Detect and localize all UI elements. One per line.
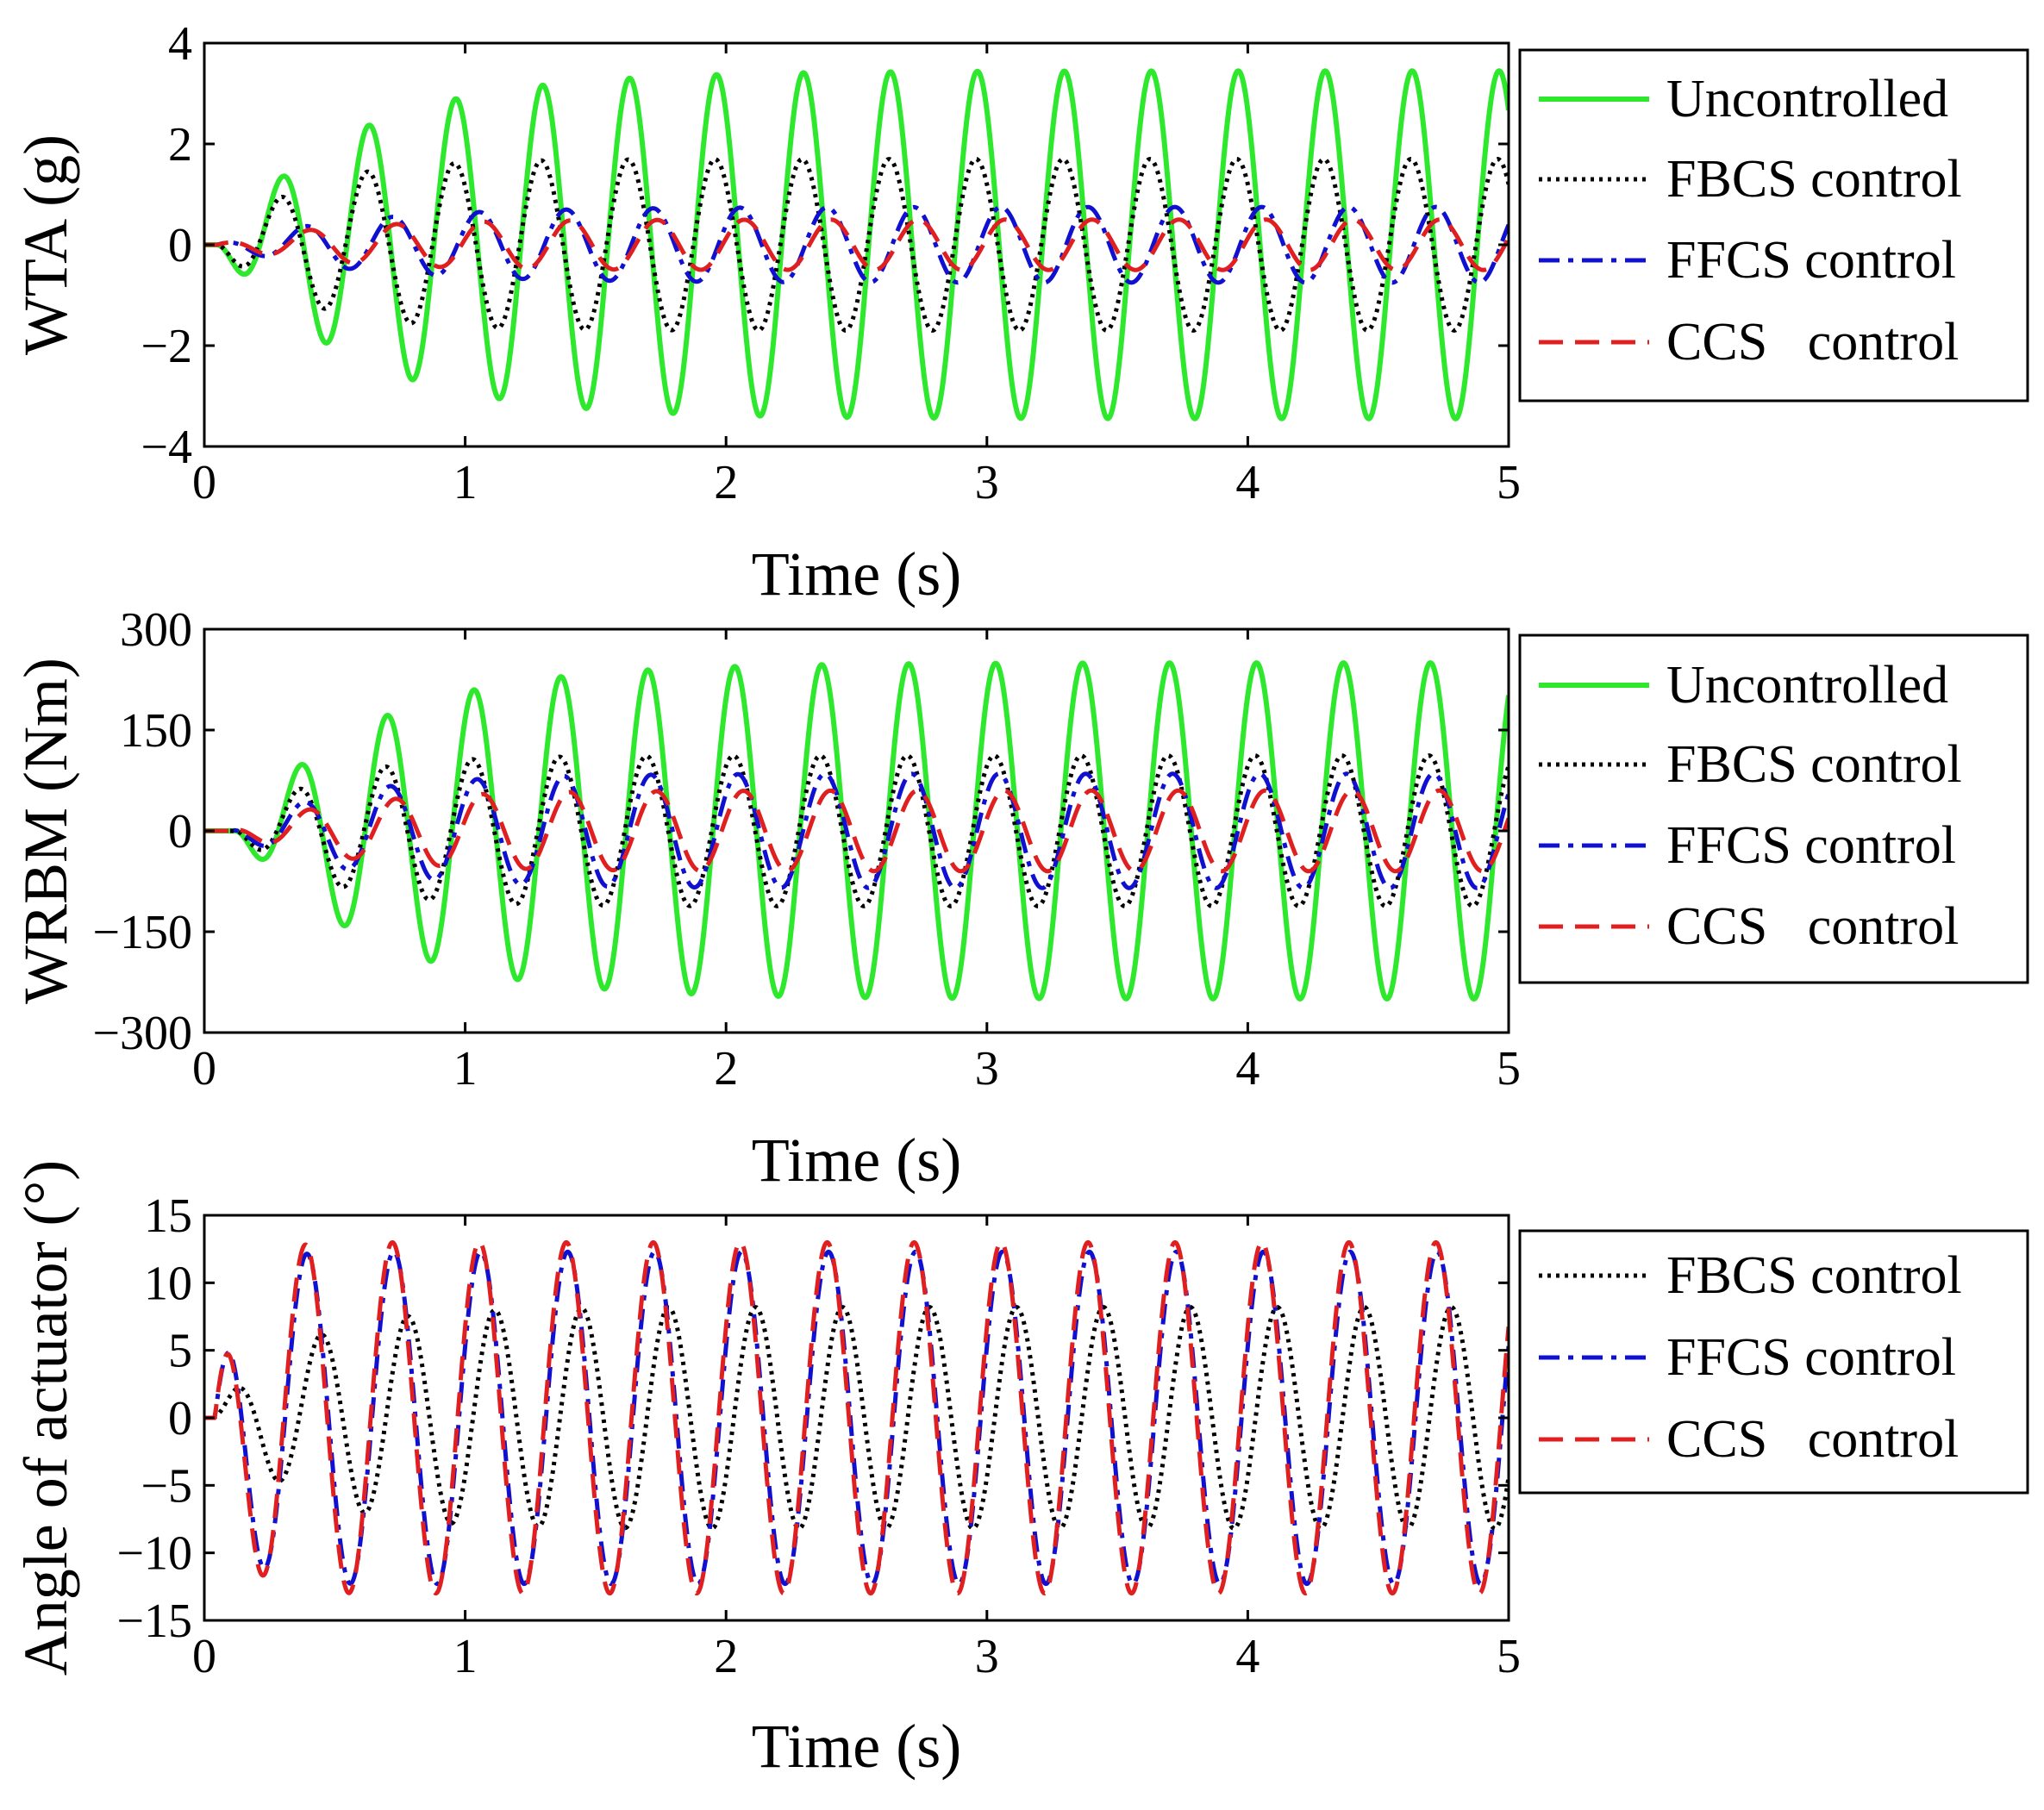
wta-ytick-label: −2 (141, 320, 192, 373)
wta-xtick-label: 1 (453, 456, 478, 509)
wta-xtick-label: 5 (1497, 456, 1521, 509)
wrbm-xtick-label: 4 (1235, 1042, 1260, 1095)
wrbm-xtick-label: 0 (192, 1042, 216, 1095)
wrbm-series-ccs-control (204, 788, 1509, 874)
wta-ytick-label: −4 (141, 421, 192, 474)
wta-legend-label: FBCS control (1666, 150, 1962, 209)
angle-series-fbcs-control (204, 1305, 1509, 1531)
angle-legend-box (1518, 1229, 2029, 1495)
wta-xtick-label: 4 (1235, 456, 1260, 509)
wta-series-uncontrolled (204, 68, 1509, 421)
wrbm-xtick-label: 3 (975, 1042, 999, 1095)
angle-ytick-label: 15 (144, 1189, 192, 1243)
angle-xlabel: Time (s) (752, 1712, 961, 1781)
angle-series-ffcs-control (204, 1249, 1509, 1587)
wrbm-legend-label: Uncontrolled (1666, 656, 1948, 715)
wrbm-xtick-label: 1 (453, 1042, 478, 1095)
angle-xtick-label: 4 (1235, 1630, 1260, 1683)
wta-ytick-label: 4 (168, 17, 192, 71)
angle-ytick-label: 5 (168, 1325, 192, 1378)
wrbm-ytick-label: 0 (168, 805, 192, 858)
wrbm-legend: Uncontrolled FBCS control FFCS control CCS … (1518, 634, 2029, 984)
angle-legend: FBCS control FFCS control CCS control (1518, 1229, 2029, 1495)
angle-ytick-label: −5 (141, 1459, 192, 1513)
wta-series-ffcs-control (204, 204, 1509, 285)
wrbm-series-group (204, 660, 1509, 1002)
chart-wrbm: 0 1 2 3 4 5 −300 −150 0 150 300 Time (s) WRBM (Nm) Un… (11, 603, 2029, 1195)
wrbm-series-fbcs-control (204, 753, 1509, 908)
wrbm-legend-label: FBCS control (1666, 735, 1962, 794)
wta-ylabel: WTA (g) (11, 134, 80, 355)
wta-xlabel: Time (s) (752, 540, 961, 609)
wrbm-ylabel: WRBM (Nm) (11, 658, 80, 1004)
wrbm-ytick-label: −300 (92, 1007, 192, 1060)
angle-ytick-label: −15 (116, 1595, 192, 1648)
wta-xtick-label: 0 (192, 456, 216, 509)
angle-xtick-label: 5 (1497, 1630, 1521, 1683)
angle-ytick-label: 0 (168, 1392, 192, 1445)
wrbm-legend-box (1518, 634, 2029, 984)
wrbm-ytick-label: −150 (92, 906, 192, 959)
wrbm-series-ffcs-control (204, 771, 1509, 890)
wta-ytick-label: 0 (168, 219, 192, 272)
wrbm-legend-label: CCS control (1666, 897, 1959, 956)
angle-xtick-label: 1 (453, 1630, 478, 1683)
angle-ylabel: Angle of actuator (°) (11, 1160, 80, 1676)
angle-series-ccs-control (204, 1239, 1509, 1596)
chart-wta: 0 1 2 3 4 5 −4 −2 0 2 4 Time (s) WTA (g) Uncontrolled… (11, 17, 2029, 609)
angle-legend-label: FFCS control (1666, 1328, 1956, 1387)
wta-legend-label: CCS control (1666, 313, 1959, 371)
wta-legend-label: FFCS control (1666, 231, 1956, 290)
wta-xtick-label: 3 (975, 456, 999, 509)
wrbm-xlabel: Time (s) (752, 1126, 961, 1195)
wrbm-ytick-label: 150 (120, 704, 192, 758)
wta-series-group (204, 68, 1509, 421)
angle-ytick-label: −10 (116, 1527, 192, 1581)
wrbm-xtick-label: 5 (1497, 1042, 1521, 1095)
angle-series-group (204, 1239, 1509, 1596)
wta-series-fbcs-control (204, 157, 1509, 333)
wta-xtick-label: 2 (714, 456, 738, 509)
angle-ytick-label: 10 (144, 1257, 192, 1310)
wrbm-legend-label: FFCS control (1666, 816, 1956, 875)
angle-xtick-label: 0 (192, 1630, 216, 1683)
wrbm-xtick-label: 2 (714, 1042, 738, 1095)
wrbm-series-uncontrolled (204, 660, 1509, 1002)
wta-legend-label: Uncontrolled (1666, 70, 1948, 128)
wta-legend: Uncontrolled FBCS control FFCS control CCS … (1518, 48, 2029, 403)
angle-xtick-label: 2 (714, 1630, 738, 1683)
chart-angle: 0 1 2 3 4 5 −15 −10 −5 0 5 10 15 Time (s) Angle of act… (11, 1160, 2029, 1781)
wrbm-ytick-label: 300 (120, 603, 192, 657)
wta-series-ccs-control (204, 217, 1509, 272)
wta-legend-box (1518, 48, 2029, 403)
angle-legend-label: CCS control (1666, 1410, 1959, 1469)
angle-xtick-label: 3 (975, 1630, 999, 1683)
angle-legend-label: FBCS control (1666, 1246, 1962, 1305)
wta-ytick-label: 2 (168, 118, 192, 172)
